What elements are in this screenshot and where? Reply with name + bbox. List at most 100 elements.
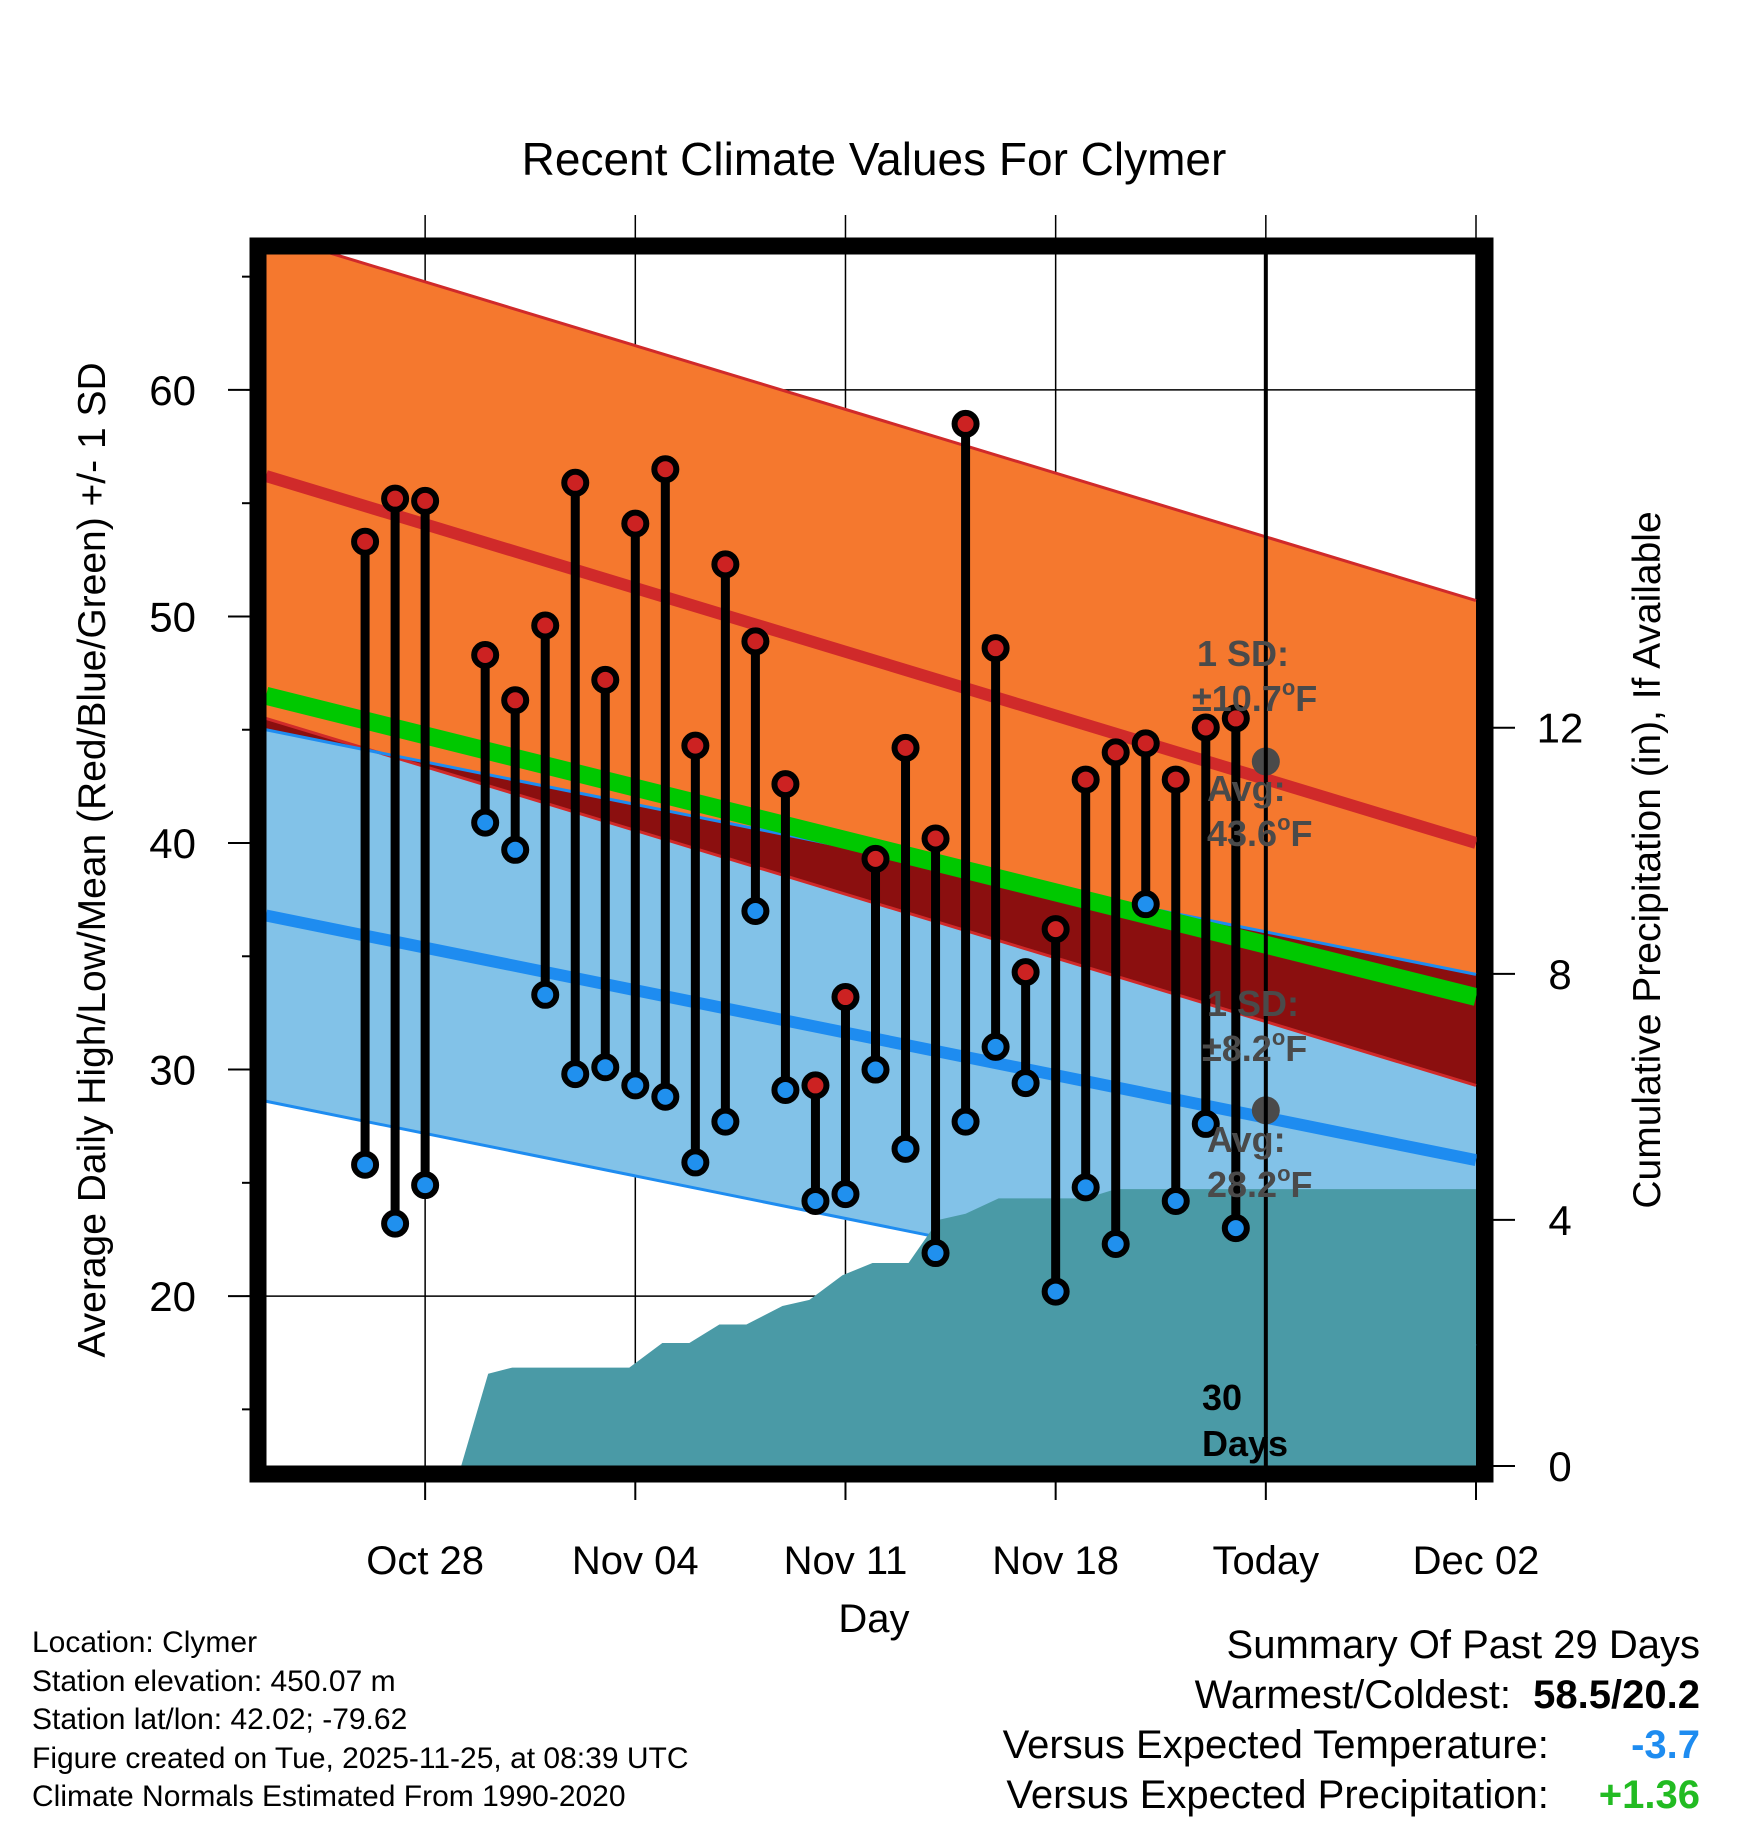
low-marker — [861, 1055, 890, 1084]
low-marker — [1191, 1109, 1220, 1138]
high-sd-value: ±10.7oF — [1192, 675, 1317, 719]
high-marker — [501, 686, 530, 715]
precip-area-group — [266, 1189, 1476, 1466]
high-marker — [621, 509, 650, 538]
warmest-coldest-value: 58.5/20.2 — [1533, 1673, 1700, 1717]
high-normal-line — [264, 470, 1478, 849]
high-marker — [1071, 765, 1100, 794]
precip-label: Versus Expected Precipitation: — [1006, 1773, 1549, 1817]
observations — [351, 409, 1280, 1306]
low-marker — [771, 1075, 800, 1104]
low-marker — [1131, 890, 1160, 919]
low-marker — [651, 1082, 680, 1111]
y2-tick-label: 0 — [1548, 1443, 1571, 1490]
high-marker — [771, 770, 800, 799]
y-tick-label: 30 — [149, 1047, 196, 1094]
temp-label: Versus Expected Temperature: — [1002, 1723, 1549, 1767]
high-sd-degree: o — [1282, 675, 1295, 700]
low-marker — [741, 896, 770, 925]
low-avg-value: 28.2oF — [1207, 1161, 1313, 1205]
low-marker — [411, 1171, 440, 1200]
precip-row: Versus Expected Precipitation: +1.36 — [1003, 1770, 1700, 1820]
low-sd-number: ±8.2 — [1202, 1028, 1272, 1069]
x-tick-label: Nov 04 — [572, 1539, 699, 1583]
annotations: 1 SD: ±10.7oF Avg: 43.6oF 1 SD: ±8.2oF A… — [1192, 633, 1317, 1464]
high-marker — [1131, 729, 1160, 758]
low-marker — [1101, 1229, 1130, 1258]
precip-value: +1.36 — [1598, 1773, 1700, 1817]
high-avg-degree: o — [1277, 810, 1290, 835]
low-marker — [1011, 1069, 1040, 1098]
high-marker — [981, 634, 1010, 663]
high-marker — [1191, 713, 1220, 742]
created-text: Figure created on Tue, 2025-11-25, at 08… — [32, 1741, 689, 1775]
low-marker — [801, 1186, 830, 1215]
y2-tick-label: 4 — [1548, 1197, 1571, 1244]
high-marker — [1221, 704, 1250, 733]
low-marker — [1041, 1277, 1070, 1306]
warmest-coldest-row: Warmest/Coldest: 58.5/20.2 — [1003, 1670, 1700, 1720]
low-marker — [681, 1148, 710, 1177]
period-count: 30 — [1202, 1377, 1242, 1418]
y2-axis-label: Cumulative Precipitation (in), If Availa… — [1626, 511, 1669, 1208]
location-text: Location: Clymer — [32, 1626, 258, 1659]
period-unit: Days — [1202, 1423, 1288, 1464]
low-marker — [381, 1209, 410, 1238]
y-axis-label: Average Daily High/Low/Mean (Red/Blue/Gr… — [71, 362, 114, 1357]
high-avg-label: Avg: — [1207, 768, 1286, 809]
low-sd-unit: F — [1285, 1028, 1307, 1069]
y2-tick-label: 12 — [1537, 705, 1584, 752]
temp-row: Versus Expected Temperature: -3.7 — [1003, 1720, 1700, 1770]
high-marker — [1011, 958, 1040, 987]
low-marker — [711, 1107, 740, 1136]
high-marker — [411, 486, 440, 515]
low-marker — [531, 980, 560, 1009]
high-marker — [651, 455, 680, 484]
warmest-coldest-label: Warmest/Coldest: — [1194, 1673, 1511, 1717]
y-tick-label: 20 — [149, 1273, 196, 1320]
high-marker — [561, 468, 590, 497]
low-marker — [951, 1107, 980, 1136]
low-marker — [981, 1032, 1010, 1061]
high-avg-value: 43.6oF — [1207, 810, 1313, 854]
x-tick-label: Oct 28 — [366, 1539, 484, 1583]
high-sd-unit: F — [1295, 678, 1317, 719]
high-marker — [381, 484, 410, 513]
latlon-text: Station lat/lon: 42.02; -79.62 — [32, 1703, 408, 1736]
temp-value: -3.7 — [1631, 1723, 1700, 1767]
plot-frame — [249, 237, 1494, 1483]
high-marker — [921, 824, 950, 853]
precip-area — [266, 1189, 1476, 1466]
high-marker — [351, 527, 380, 556]
low-marker — [621, 1071, 650, 1100]
y-tick-label: 50 — [149, 593, 196, 640]
high-lower-line — [265, 716, 1477, 1087]
summary-title: Summary Of Past 29 Days — [1226, 1623, 1700, 1667]
high-avg-unit: F — [1291, 813, 1313, 854]
high-marker — [531, 611, 560, 640]
high-marker — [1101, 738, 1130, 767]
summary-panel: Summary Of Past 29 Days Warmest/Coldest:… — [1003, 1620, 1700, 1820]
low-marker — [1221, 1214, 1250, 1243]
y2-tick-label: 8 — [1548, 951, 1571, 998]
low-sd-label: 1 SD: — [1207, 983, 1299, 1024]
high-marker — [891, 733, 920, 762]
high-marker — [831, 983, 860, 1012]
low-marker — [561, 1060, 590, 1089]
low-avg-label: Avg: — [1207, 1119, 1286, 1160]
low-sd-value: ±8.2oF — [1202, 1025, 1307, 1069]
y-tick-label: 40 — [149, 820, 196, 867]
x-tick-label: Nov 11 — [784, 1539, 908, 1583]
high-marker — [471, 640, 500, 669]
low-marker — [1071, 1173, 1100, 1202]
high-marker — [681, 731, 710, 760]
low-marker — [831, 1180, 860, 1209]
low-avg-unit: F — [1291, 1164, 1313, 1205]
x-tick-label: Today — [1212, 1539, 1319, 1583]
high-marker — [951, 409, 980, 438]
station-info: Location: Clymer Station elevation: 450.… — [32, 1624, 689, 1817]
low-marker — [1161, 1186, 1190, 1215]
high-marker — [591, 665, 620, 694]
low-avg-degree: o — [1277, 1161, 1290, 1186]
